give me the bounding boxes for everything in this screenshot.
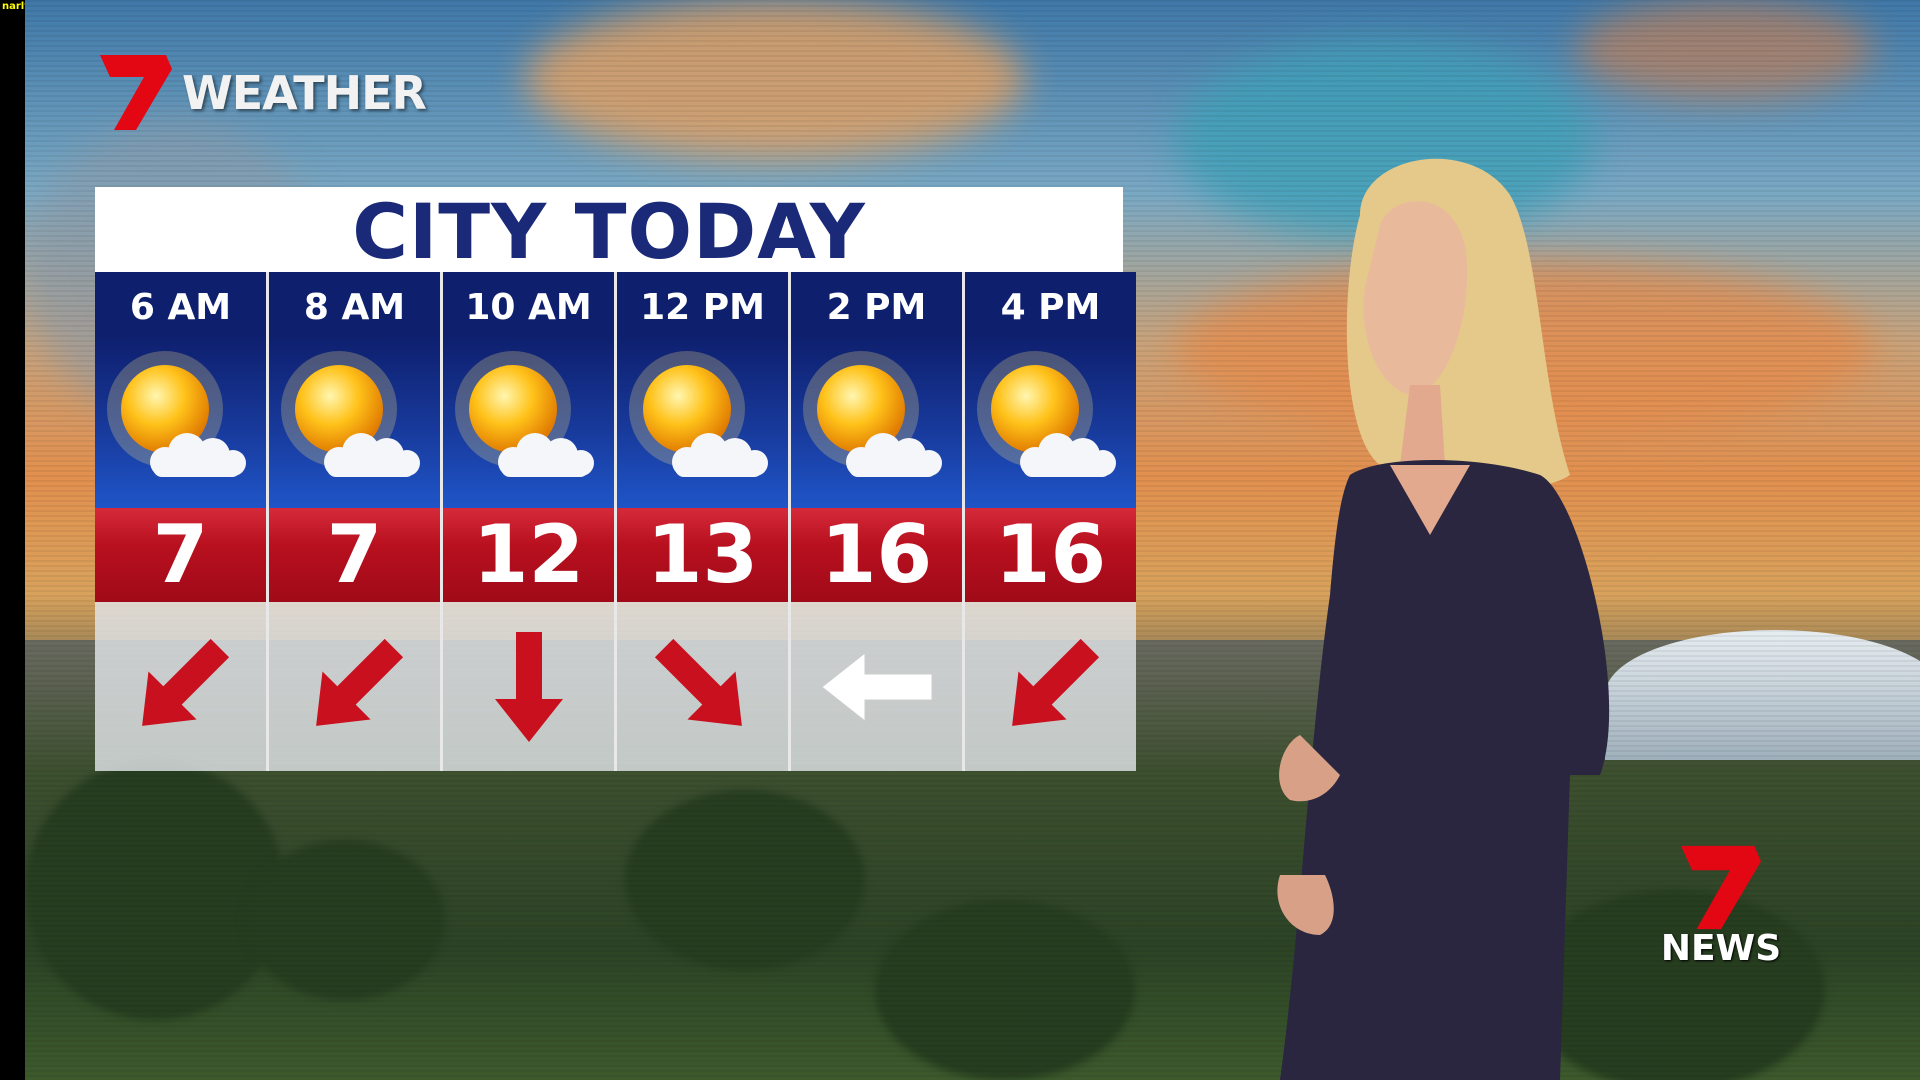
- forecast-time: 4 PM: [965, 272, 1136, 337]
- seven-logo-icon: [1681, 845, 1761, 930]
- 7-news-logo: NEWS: [1641, 845, 1801, 969]
- wind-direction: [95, 602, 266, 771]
- wind-arrow-southwest-icon: [315, 638, 403, 726]
- forecast-time: 2 PM: [791, 272, 962, 337]
- forecast-column: 6 AM 7: [95, 272, 266, 771]
- forecast-temperature: 7: [95, 508, 266, 602]
- forecast-temperature: 16: [965, 508, 1136, 602]
- forecast-panel: CITY TODAY 6 AM 7 8 AM 7 10 AM 12 12 PM: [95, 187, 1136, 771]
- wind-arrow-southwest-icon: [141, 638, 229, 726]
- weather-logo-text: WEATHER: [182, 65, 427, 120]
- forecast-temperature: 7: [269, 508, 440, 602]
- wind-arrow-south-icon: [494, 631, 563, 742]
- forecast-time: 10 AM: [443, 272, 614, 337]
- wind-direction: [965, 602, 1136, 771]
- forecast-column: 10 AM 12: [440, 272, 614, 771]
- partly-cloudy-icon: [443, 337, 614, 508]
- forecast-column: 2 PM 16: [788, 272, 962, 771]
- wind-direction: [269, 602, 440, 771]
- wind-direction: [791, 602, 962, 771]
- partly-cloudy-icon: [617, 337, 788, 508]
- partly-cloudy-icon: [791, 337, 962, 508]
- forecast-temperature: 16: [791, 508, 962, 602]
- wind-arrow-southwest-icon: [1011, 638, 1099, 726]
- forecast-column: 12 PM 13: [614, 272, 788, 771]
- partly-cloudy-icon: [269, 337, 440, 508]
- partly-cloudy-icon: [965, 337, 1136, 508]
- wind-arrow-west-icon: [820, 651, 932, 722]
- forecast-column: 8 AM 7: [266, 272, 440, 771]
- forecast-temperature: 13: [617, 508, 788, 602]
- 7-weather-logo: WEATHER: [100, 55, 427, 130]
- forecast-time: 8 AM: [269, 272, 440, 337]
- panel-title: CITY TODAY: [95, 187, 1123, 276]
- stadium: [1605, 630, 1920, 760]
- overlay-label: narly: [2, 1, 31, 12]
- wind-direction: [617, 602, 788, 771]
- presenter: [1277, 158, 1610, 1080]
- news-logo-text: NEWS: [1660, 928, 1782, 969]
- forecast-time: 6 AM: [95, 272, 266, 337]
- partly-cloudy-icon: [95, 337, 266, 508]
- wind-direction: [443, 602, 614, 771]
- forecast-column: 4 PM 16: [962, 272, 1136, 771]
- forecast-time: 12 PM: [617, 272, 788, 337]
- seven-logo-icon: [100, 55, 172, 130]
- forecast-temperature: 12: [443, 508, 614, 602]
- wind-arrow-southeast-icon: [654, 638, 742, 726]
